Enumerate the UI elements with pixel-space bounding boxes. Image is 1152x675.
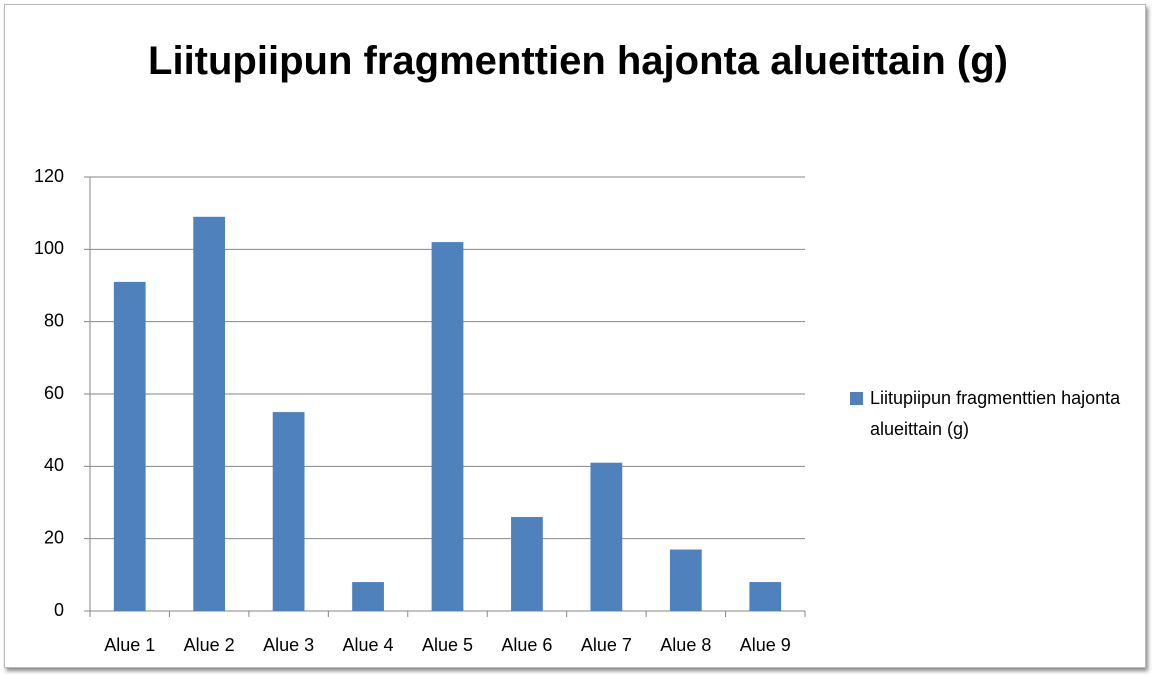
bar xyxy=(352,582,384,611)
x-tick-label: Alue 2 xyxy=(184,635,235,655)
bar xyxy=(193,216,226,612)
x-tick-label: Alue 6 xyxy=(501,635,552,655)
x-tick-label: Alue 3 xyxy=(263,635,314,655)
bar xyxy=(749,582,782,611)
legend-label: Liitupiipun fragmenttien hajonta alueitt… xyxy=(870,388,1121,439)
bar xyxy=(590,462,623,611)
y-tick-label: 80 xyxy=(44,310,64,330)
y-tick-label: 60 xyxy=(44,383,64,403)
y-tick-label: 100 xyxy=(34,238,64,258)
x-tick-label: Alue 1 xyxy=(104,635,155,655)
y-tick-label: 120 xyxy=(34,166,64,186)
y-tick-label: 20 xyxy=(44,527,64,547)
bar xyxy=(272,412,305,611)
bar xyxy=(113,281,146,611)
x-tick-label: Alue 5 xyxy=(422,635,473,655)
bar xyxy=(431,242,464,611)
legend-key xyxy=(850,392,863,405)
y-tick-label: 0 xyxy=(54,600,64,620)
y-tick-label: 40 xyxy=(44,455,64,475)
x-tick-label: Alue 7 xyxy=(581,635,632,655)
x-tick-label: Alue 4 xyxy=(343,635,394,655)
x-tick-label: Alue 9 xyxy=(740,635,791,655)
bar xyxy=(511,516,543,611)
x-tick-label: Alue 8 xyxy=(660,635,711,655)
chart-title: Liitupiipun fragmenttien hajonta alueitt… xyxy=(148,39,1008,83)
bar xyxy=(669,549,702,611)
